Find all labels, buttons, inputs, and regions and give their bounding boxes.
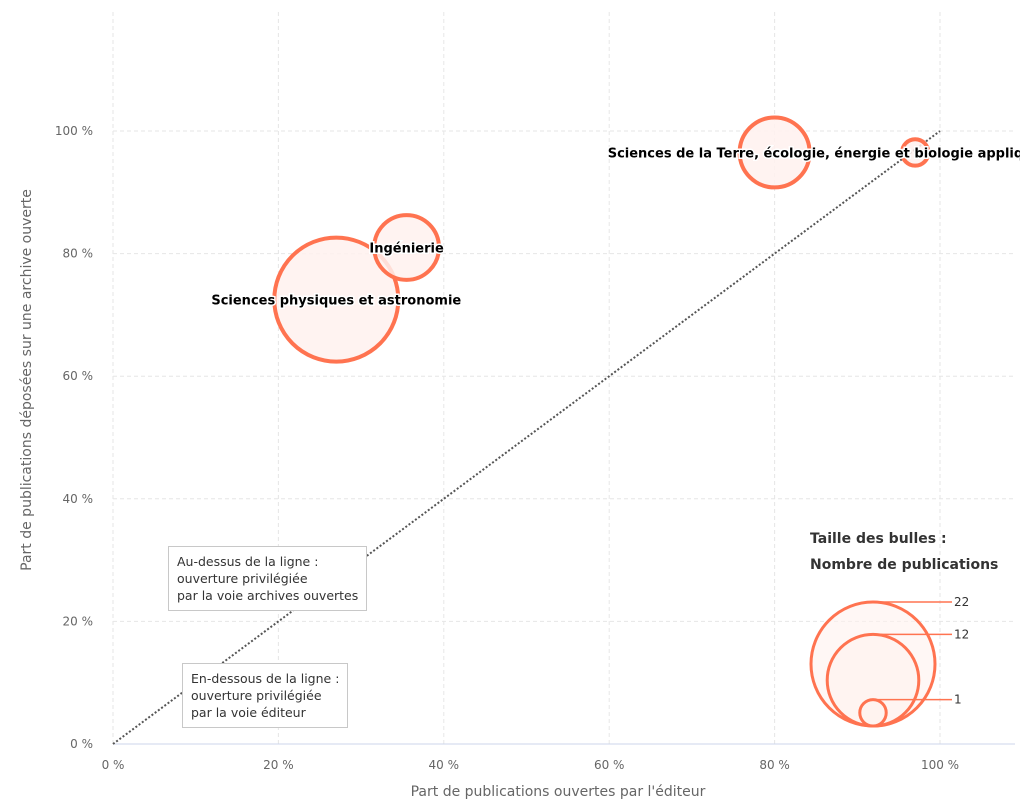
bubble-label: Ingénierie xyxy=(369,241,444,256)
bubble xyxy=(737,115,812,190)
x-tick-label: 0 % xyxy=(102,758,125,772)
y-axis-title: Part de publications déposées sur une ar… xyxy=(19,189,35,571)
bubble xyxy=(899,137,931,168)
note-above-line-2: ouverture privilégiée xyxy=(177,571,308,586)
bubble-label: Sciences de la Terre, écologie, énergie … xyxy=(608,146,1020,161)
size-legend-value: 22 xyxy=(954,595,969,609)
y-tick-label: 60 % xyxy=(63,369,94,383)
bubble-labels: Sciences physiques et astronomie Ingénier… xyxy=(210,145,1020,310)
size-legend-value: 1 xyxy=(954,693,962,707)
grid xyxy=(112,12,1015,744)
note-above-line-3: par la voie archives ouvertes xyxy=(177,588,359,603)
y-tick-label: 100 % xyxy=(55,124,93,138)
note-below-line-1: En-dessous de la ligne : xyxy=(191,671,340,686)
note-above-line-1: Au-dessus de la ligne : xyxy=(177,554,319,569)
y-tick-label: 80 % xyxy=(63,247,94,261)
axes: 0 % 20 % 40 % 60 % 80 % 100 % 0 % 20 % 40 % 60 % 8… xyxy=(55,124,1015,772)
note-below-line-2: ouverture privilégiée xyxy=(191,688,322,703)
x-tick-label: 40 % xyxy=(429,758,460,772)
bubbles xyxy=(272,115,931,364)
note-below-line: En-dessous de la ligne : ouverture privi… xyxy=(182,663,349,728)
x-tick-label: 100 % xyxy=(921,758,959,772)
size-legend-bubble xyxy=(858,698,888,728)
x-axis-title: Part de publications ouvertes par l'édit… xyxy=(411,784,706,800)
size-legend: Taille des bulles : Nombre de publicatio… xyxy=(809,531,998,728)
y-tick-label: 20 % xyxy=(63,614,94,628)
size-legend-value: 12 xyxy=(954,627,969,641)
y-tick-label: 40 % xyxy=(63,492,94,506)
bubble xyxy=(372,213,441,282)
x-tick-label: 20 % xyxy=(263,758,294,772)
x-tick-label: 60 % xyxy=(594,758,625,772)
size-legend-title-line2: Nombre de publications xyxy=(810,557,998,573)
size-legend-title-line1: Taille des bulles : xyxy=(810,531,947,547)
x-tick-label: 80 % xyxy=(759,758,790,772)
reference-line-layer xyxy=(112,130,941,745)
bubble xyxy=(272,235,401,364)
y-tick-label: 0 % xyxy=(70,737,93,751)
bubble-label: Sciences physiques et astronomie xyxy=(211,294,461,309)
reference-diagonal xyxy=(112,130,941,745)
note-above-line: Au-dessus de la ligne : ouverture privil… xyxy=(168,546,368,611)
note-below-line-3: par la voie éditeur xyxy=(191,705,306,720)
